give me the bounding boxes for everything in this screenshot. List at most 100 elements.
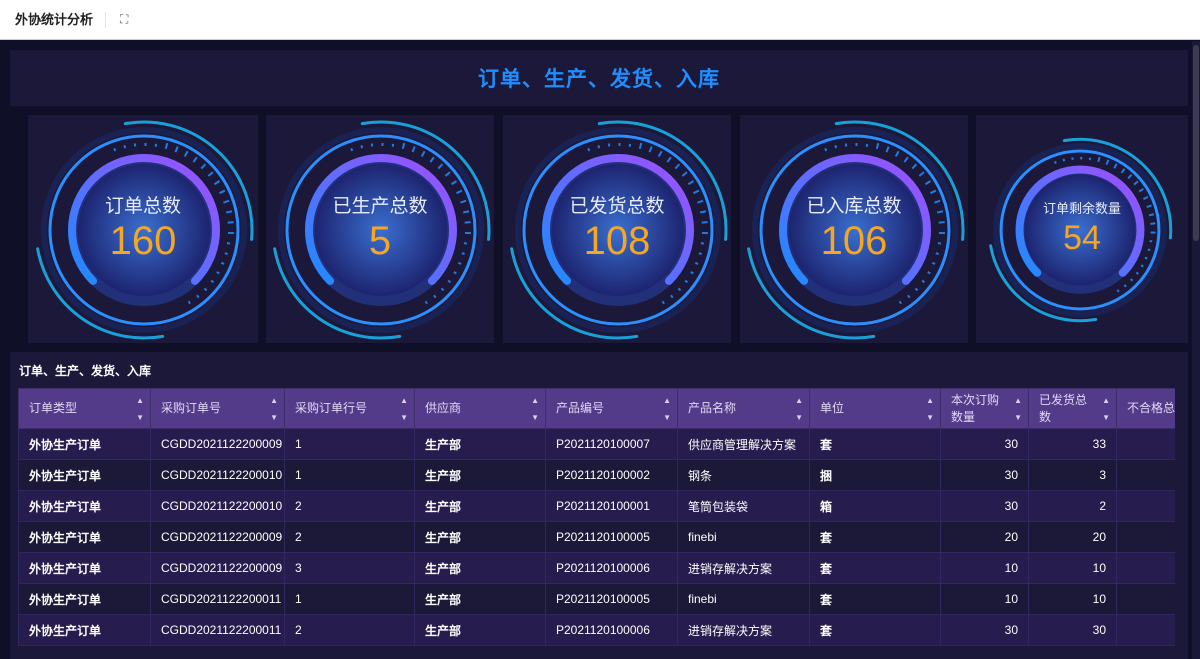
table-cell: 钢条 (677, 459, 810, 491)
gauge-card: 订单总数 160 (28, 115, 258, 343)
table-cell: P2021120100006 (545, 552, 678, 584)
gauge-ring (989, 137, 1173, 323)
expand-icon[interactable]: ⛶ (120, 12, 129, 26)
table-cell: P2021120100006 (545, 614, 678, 646)
table-cell: 箱 (809, 490, 941, 522)
table-cell: 20 (940, 521, 1029, 553)
column-header-label: 单位 (820, 401, 845, 415)
table-row[interactable]: 外协生产订单 CGDD2021122200009 3 生产部 P202112010000… (18, 552, 1175, 584)
gauge-value: 106 (820, 219, 888, 263)
column-header[interactable]: 已发货总数 ▲ ▼ (1028, 388, 1117, 429)
scrollbar-thumb[interactable] (1193, 45, 1199, 241)
column-header[interactable]: 采购订单号 ▲ ▼ (150, 388, 285, 429)
table-cell: finebi (677, 521, 810, 553)
table-cell: 1 (284, 459, 415, 491)
gauge-label: 已入库总数 (806, 196, 902, 217)
sort-icon[interactable]: ▲ ▼ (1014, 395, 1022, 422)
table-cell: P2021120100007 (545, 428, 678, 460)
gauge-label: 订单剩余数量 (1042, 201, 1121, 216)
table-cell: 生产部 (414, 521, 546, 553)
gauge-value: 54 (1063, 219, 1101, 257)
column-header-label: 供应商 (425, 401, 462, 415)
column-header[interactable]: 供应商 ▲ ▼ (414, 388, 546, 429)
table-cell: 套 (809, 552, 941, 584)
top-bar: 外协统计分析 ⛶ (0, 0, 1200, 40)
column-header[interactable]: 单位 ▲ ▼ (809, 388, 941, 429)
gauge-card: 已生产总数 5 (266, 115, 494, 343)
sort-icon[interactable]: ▲ ▼ (926, 395, 934, 422)
table-cell: 10 (1028, 583, 1117, 615)
sort-icon[interactable]: ▲ ▼ (1102, 395, 1110, 422)
table-cell: 套 (809, 521, 941, 553)
table-row[interactable]: 外协生产订单 CGDD2021122200010 1 生产部 P202112010000… (18, 459, 1175, 491)
column-header[interactable]: 产品编号 ▲ ▼ (545, 388, 678, 429)
column-header[interactable]: 采购订单行号 ▲ ▼ (284, 388, 415, 429)
gauge-value: 108 (583, 219, 651, 263)
table-title: 订单、生产、发货、入库 (19, 364, 152, 378)
banner-title: 订单、生产、发货、入库 (10, 50, 1188, 106)
sort-icon[interactable]: ▲ ▼ (531, 395, 539, 422)
page-title: 外协统计分析 (0, 11, 107, 28)
table-cell: 10 (940, 552, 1029, 584)
table-cell: CGDD2021122200011 (150, 614, 285, 646)
table-cell: 外协生产订单 (18, 552, 151, 584)
sort-icon[interactable]: ▲ ▼ (136, 395, 144, 422)
sort-icon[interactable]: ▲ ▼ (795, 395, 803, 422)
table-cell: 30 (940, 490, 1029, 522)
table-row[interactable]: 外协生产订单 CGDD2021122200011 2 生产部 P202112010000… (18, 614, 1175, 646)
table-cell: 2 (284, 490, 415, 522)
table-cell (1116, 614, 1175, 646)
table-cell: CGDD2021122200011 (150, 583, 285, 615)
column-header[interactable]: 产品名称 ▲ ▼ (677, 388, 810, 429)
table-cell: 外协生产订单 (18, 521, 151, 553)
table-cell: 外协生产订单 (18, 614, 151, 646)
table-cell: finebi (677, 583, 810, 615)
gauge-card: 订单剩余数量 54 (976, 115, 1188, 343)
table-cell: 30 (940, 459, 1029, 491)
gauge-value: 160 (109, 219, 177, 263)
table-cell (1116, 428, 1175, 460)
table-cell: 捆 (809, 459, 941, 491)
column-header-label: 产品编号 (556, 401, 605, 415)
column-header[interactable]: 订单类型 ▲ ▼ (18, 388, 151, 429)
column-header[interactable]: 不合格总数▲▼ (1116, 388, 1175, 429)
table-row[interactable]: 外协生产订单 CGDD2021122200011 1 生产部 P202112010000… (18, 583, 1175, 615)
table-row[interactable]: 外协生产订单 CGDD2021122200009 1 生产部 P202112010000… (18, 428, 1175, 460)
sort-icon[interactable]: ▲ ▼ (400, 395, 408, 422)
column-header-label: 采购订单号 (161, 401, 222, 415)
gauge-ring (747, 120, 965, 340)
table-cell: 2 (284, 521, 415, 553)
gauge-label: 已发货总数 (569, 196, 665, 217)
table-cell: 生产部 (414, 614, 546, 646)
table-cell: 生产部 (414, 459, 546, 491)
table-cell: 20 (1028, 521, 1117, 553)
gauge-ring (36, 120, 254, 340)
table-row[interactable]: 外协生产订单 CGDD2021122200010 2 生产部 P202112010000… (18, 490, 1175, 522)
gauge-ring (510, 120, 728, 340)
sort-icon[interactable]: ▲ ▼ (663, 395, 671, 422)
gauge-value: 5 (368, 219, 392, 263)
column-header-label: 本次订购数量 (951, 392, 1000, 424)
table-cell: 生产部 (414, 552, 546, 584)
table-cell: 进销存解决方案 (677, 614, 810, 646)
table-cell: 3 (1028, 459, 1117, 491)
data-table: 订单类型 ▲ ▼ 采购订单号 ▲ ▼ 采购订单行号 ▲ ▼ 供应商 ▲ ▼ 产品编号 ▲ ▼ 产品名称 ▲ ▼ 单位… (18, 388, 1175, 646)
table-cell: 生产部 (414, 428, 546, 460)
gauge-card: 已入库总数 106 (740, 115, 968, 343)
column-header[interactable]: 本次订购数量 ▲ ▼ (940, 388, 1029, 429)
sort-icon[interactable]: ▲ ▼ (270, 395, 278, 422)
table-cell: 3 (284, 552, 415, 584)
table-cell: 2 (284, 614, 415, 646)
table-cell (1116, 521, 1175, 553)
table-cell: 1 (284, 428, 415, 460)
scrollbar[interactable] (1192, 41, 1200, 659)
table-cell: 30 (1028, 614, 1117, 646)
gauge-ring (273, 120, 491, 340)
table-cell: P2021120100002 (545, 459, 678, 491)
table-cell: 生产部 (414, 490, 546, 522)
table-cell: 套 (809, 583, 941, 615)
table-cell: 套 (809, 428, 941, 460)
column-header-label: 产品名称 (688, 401, 737, 415)
table-panel: 订单、生产、发货、入库 订单类型 ▲ ▼ 采购订单号 ▲ ▼ 采购订单行号 ▲ ▼ 供应商 ▲ ▼ 产品… (10, 352, 1188, 659)
table-row[interactable]: 外协生产订单 CGDD2021122200009 2 生产部 P202112010000… (18, 521, 1175, 553)
